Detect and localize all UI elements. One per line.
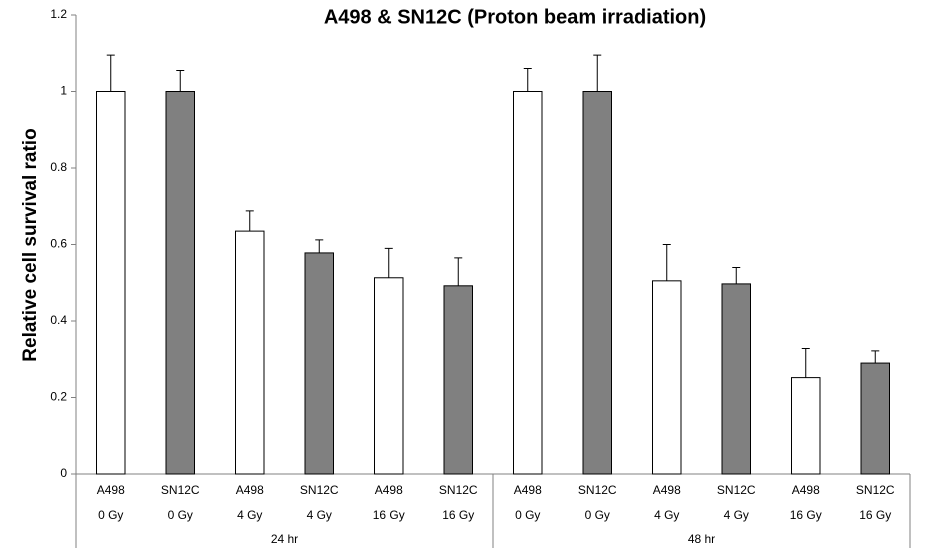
group-label: 24 hr: [271, 532, 298, 546]
bar: [443, 285, 473, 475]
error-bar: [384, 247, 393, 278]
error-bar: [454, 257, 463, 286]
x-tick-label: SN12C: [717, 483, 756, 497]
x-tick-label: A498: [792, 483, 820, 497]
x-tick-label: 4 Gy: [307, 508, 332, 522]
x-tick-label: SN12C: [161, 483, 200, 497]
y-tick-label: 0.8: [50, 160, 67, 174]
error-bar: [315, 239, 324, 253]
bar: [791, 377, 821, 475]
y-tick-label: 0.2: [50, 390, 67, 404]
x-tick-label: 4 Gy: [654, 508, 679, 522]
error-bar: [593, 54, 602, 92]
x-tick-label: A498: [236, 483, 264, 497]
bar: [374, 277, 404, 475]
error-bar: [801, 348, 810, 378]
x-tick-label: 4 Gy: [724, 508, 749, 522]
error-bar: [662, 244, 671, 281]
y-tick-label: 1.2: [50, 7, 67, 21]
x-tick-label: SN12C: [439, 483, 478, 497]
bar: [721, 283, 751, 475]
x-tick-label: 0 Gy: [585, 508, 610, 522]
bar: [860, 362, 890, 475]
x-tick-label: 0 Gy: [168, 508, 193, 522]
y-axis-label: Relative cell survival ratio: [20, 128, 41, 361]
error-bar: [245, 210, 254, 232]
x-tick-label: 0 Gy: [98, 508, 123, 522]
bar: [235, 230, 265, 475]
bar: [513, 91, 543, 475]
y-tick-label: 0.6: [50, 237, 67, 251]
error-bar: [523, 68, 532, 92]
bar: [652, 280, 682, 475]
x-tick-label: 16 Gy: [790, 508, 822, 522]
x-tick-label: A498: [653, 483, 681, 497]
x-tick-label: 16 Gy: [442, 508, 474, 522]
y-tick-label: 1: [60, 84, 67, 98]
bar: [165, 91, 195, 475]
y-tick-label: 0.4: [50, 313, 67, 327]
error-bar: [871, 350, 880, 364]
x-tick-label: 0 Gy: [515, 508, 540, 522]
x-tick-label: SN12C: [300, 483, 339, 497]
chart-title: A498 & SN12C (Proton beam irradiation): [324, 6, 706, 28]
x-tick-label: A498: [514, 483, 542, 497]
x-tick-label: 4 Gy: [237, 508, 262, 522]
bar: [582, 91, 612, 475]
group-label: 48 hr: [688, 532, 715, 546]
bar: [96, 91, 126, 475]
x-tick-label: A498: [375, 483, 403, 497]
error-bar: [106, 54, 115, 92]
x-tick-label: 16 Gy: [859, 508, 891, 522]
error-bar: [176, 69, 185, 92]
error-bar: [732, 266, 741, 284]
x-tick-label: SN12C: [856, 483, 895, 497]
x-tick-label: A498: [97, 483, 125, 497]
x-tick-label: SN12C: [578, 483, 617, 497]
y-tick-label: 0: [60, 466, 67, 480]
bar: [304, 252, 334, 475]
x-tick-label: 16 Gy: [373, 508, 405, 522]
